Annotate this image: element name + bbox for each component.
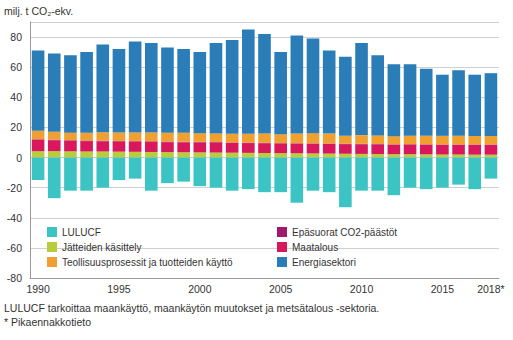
svg-text:0: 0 bbox=[16, 152, 22, 164]
svg-text:Epäsuorat CO2-päästöt: Epäsuorat CO2-päästöt bbox=[292, 227, 397, 238]
svg-text:2000: 2000 bbox=[188, 283, 212, 295]
svg-text:80: 80 bbox=[10, 31, 22, 43]
svg-text:-20: -20 bbox=[7, 182, 22, 194]
svg-text:2010: 2010 bbox=[350, 283, 374, 295]
svg-text:40: 40 bbox=[10, 91, 22, 103]
svg-text:2005: 2005 bbox=[269, 283, 293, 295]
svg-text:-80: -80 bbox=[7, 272, 22, 284]
svg-text:2015: 2015 bbox=[431, 283, 455, 295]
svg-text:20: 20 bbox=[10, 121, 22, 133]
svg-text:milj. t CO₂-ekv.: milj. t CO₂-ekv. bbox=[4, 5, 73, 17]
svg-text:-60: -60 bbox=[7, 242, 22, 254]
svg-text:2018*: 2018* bbox=[477, 283, 504, 295]
svg-text:-40: -40 bbox=[7, 212, 22, 224]
svg-text:* Pikaennakkotieto: * Pikaennakkotieto bbox=[4, 316, 91, 328]
svg-text:LULUCF tarkoittaa maankäyttö,: LULUCF tarkoittaa maankäyttö, maankäytön… bbox=[4, 302, 379, 314]
svg-text:1990: 1990 bbox=[26, 283, 50, 295]
svg-text:LULUCF: LULUCF bbox=[62, 227, 101, 238]
svg-text:1995: 1995 bbox=[107, 283, 131, 295]
svg-text:Teollisuusprosessit ja tuottei: Teollisuusprosessit ja tuotteiden käyttö bbox=[62, 257, 233, 268]
svg-text:Jätteiden käsittely: Jätteiden käsittely bbox=[62, 242, 142, 253]
svg-text:Energiasektori: Energiasektori bbox=[292, 257, 356, 268]
svg-text:60: 60 bbox=[10, 61, 22, 73]
svg-text:Maatalous: Maatalous bbox=[292, 242, 338, 253]
